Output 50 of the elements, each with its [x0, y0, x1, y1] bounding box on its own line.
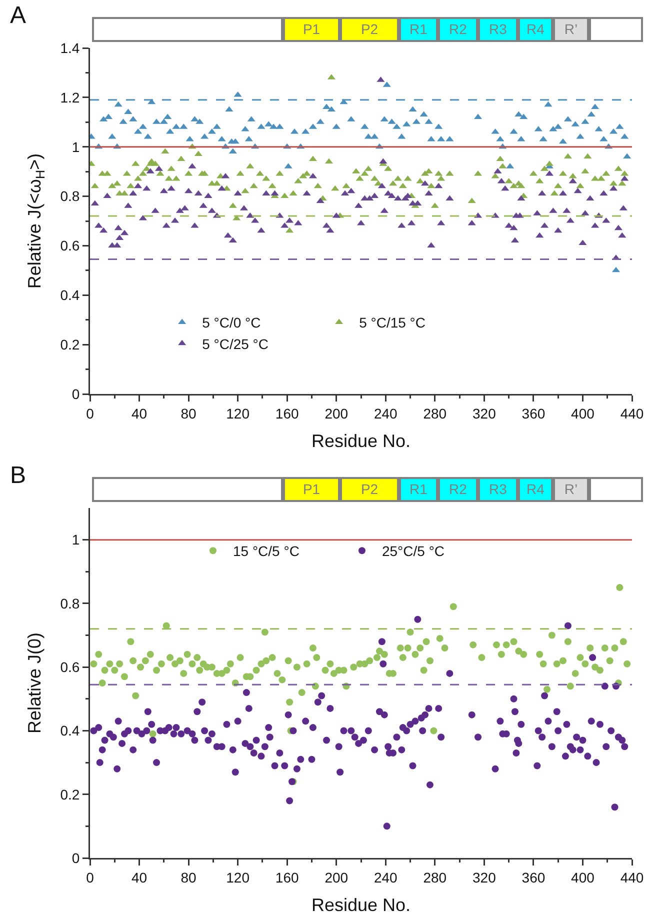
x-axis-title: Residue No. — [311, 895, 411, 916]
x-tick-label: 0 — [86, 405, 94, 422]
domain-diagram: P1 P2 R1 R2 R3 R4 R’ — [92, 477, 643, 502]
legend-label: 5 °C/0 °C — [202, 314, 261, 331]
y-tick-label: 1.4 — [60, 40, 80, 56]
x-tick-label: 400 — [571, 869, 595, 886]
y-tick-label: 0 — [72, 850, 80, 866]
chart-title: B — [10, 462, 26, 489]
x-tick-label: 200 — [324, 405, 348, 422]
y-tick-label: 0.6 — [60, 658, 80, 675]
y-axis-title: Relative J(0) — [24, 632, 45, 734]
chart-title: A — [10, 2, 26, 29]
x-tick-label: 320 — [472, 869, 496, 886]
x-axis-title: Residue No. — [311, 431, 411, 452]
domain-diagram: P1 P2 R1 R2 R3 R4 R’ — [92, 17, 643, 42]
legend-label: 25°C/5 °C — [382, 543, 445, 560]
x-tick-label: 280 — [423, 869, 447, 886]
x-tick-label: 120 — [226, 869, 250, 886]
x-tick-label: 400 — [571, 405, 595, 422]
x-tick-label: 320 — [472, 405, 496, 422]
y-tick-label: 0.2 — [60, 786, 80, 802]
x-tick-label: 160 — [275, 405, 299, 422]
legend-label: 15 °C/5 °C — [232, 543, 300, 560]
x-tick-label: 40 — [131, 405, 148, 422]
y-tick-label: 0.8 — [60, 595, 80, 612]
x-tick-label: 40 — [131, 869, 148, 886]
x-tick-label: 80 — [180, 869, 197, 886]
x-tick-label: 160 — [275, 869, 299, 886]
x-tick-label: 0 — [86, 869, 94, 886]
y-tick-label: 0.2 — [60, 336, 80, 352]
x-tick-label: 360 — [522, 869, 546, 886]
x-tick-label: 440 — [620, 405, 644, 422]
y-tick-label: 0 — [72, 386, 80, 402]
y-tick-label: 0.4 — [60, 287, 80, 304]
x-tick-label: 240 — [374, 405, 398, 422]
y-tick-label: 0.4 — [60, 722, 80, 739]
x-tick-label: 280 — [423, 405, 447, 422]
x-tick-label: 120 — [226, 405, 250, 422]
x-tick-label: 80 — [180, 405, 197, 422]
x-tick-label: 240 — [374, 869, 398, 886]
y-tick-label: 1 — [72, 138, 80, 155]
x-tick-label: 440 — [620, 869, 644, 886]
y-tick-label: 1 — [72, 532, 80, 548]
legend-label: 5 °C/15 °C — [359, 314, 426, 331]
y-tick-label: 1.2 — [60, 89, 80, 106]
legend-label: 5 °C/25 °C — [202, 336, 269, 352]
x-tick-label: 200 — [324, 869, 348, 886]
y-tick-label: 0.6 — [60, 238, 80, 254]
y-tick-label: 0.8 — [60, 188, 80, 204]
x-tick-label: 360 — [522, 405, 546, 422]
